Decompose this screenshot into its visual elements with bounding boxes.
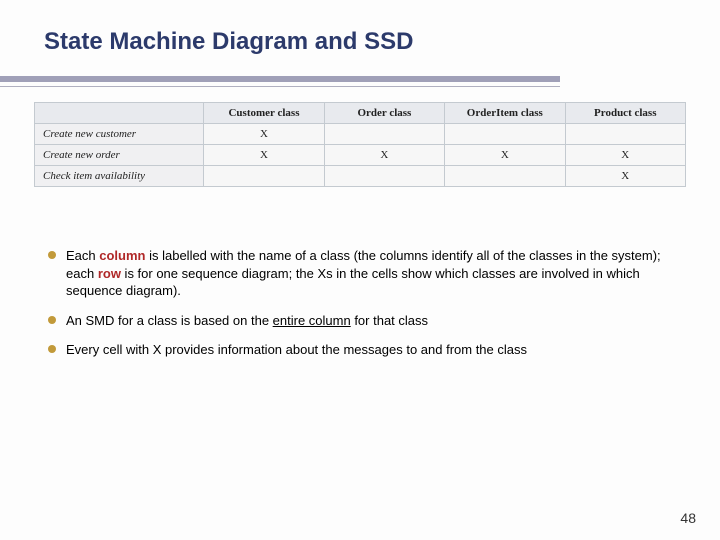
table-cell [445,166,565,187]
underline-thick [0,76,560,82]
table-cell: X [565,166,685,187]
table-cell [204,166,324,187]
col-header: Customer class [204,103,324,124]
bullet-text: An SMD for a class is based on the [66,313,273,328]
bullet-item: Every cell with X provides information a… [48,341,672,359]
keyword: row [98,266,121,281]
slide-title: State Machine Diagram and SSD [44,28,676,56]
bullet-text: Each [66,248,99,263]
slide: State Machine Diagram and SSD Customer c… [0,0,720,540]
table-cell: X [204,145,324,166]
bullet-item: An SMD for a class is based on the entir… [48,312,672,330]
bullet-text: Every cell with X provides information a… [66,342,527,357]
table-row: Create new order X X X X [35,145,686,166]
table-cell: X [324,145,444,166]
table-cell [324,124,444,145]
table-cell: X [445,145,565,166]
table-cell: X [565,145,685,166]
underline-thin [0,86,560,87]
keyword: column [99,248,145,263]
page-number: 48 [680,510,696,526]
col-header: OrderItem class [445,103,565,124]
row-label: Create new customer [35,124,204,145]
bullet-text: for that class [351,313,428,328]
table-header-row: Customer class Order class OrderItem cla… [35,103,686,124]
col-header: Order class [324,103,444,124]
table-row: Create new customer X [35,124,686,145]
col-header [35,103,204,124]
class-usage-table-wrap: Customer class Order class OrderItem cla… [34,102,686,187]
row-label: Check item availability [35,166,204,187]
table-cell [565,124,685,145]
table-cell: X [204,124,324,145]
table-cell [445,124,565,145]
row-label: Create new order [35,145,204,166]
table-cell [324,166,444,187]
bullet-text: is for one sequence diagram; the Xs in t… [66,266,640,299]
col-header: Product class [565,103,685,124]
table-row: Check item availability X [35,166,686,187]
bullet-list: Each column is labelled with the name of… [44,247,676,359]
underlined-text: entire column [273,313,351,328]
bullet-item: Each column is labelled with the name of… [48,247,672,300]
title-underline [44,76,676,84]
class-usage-table: Customer class Order class OrderItem cla… [34,102,686,187]
